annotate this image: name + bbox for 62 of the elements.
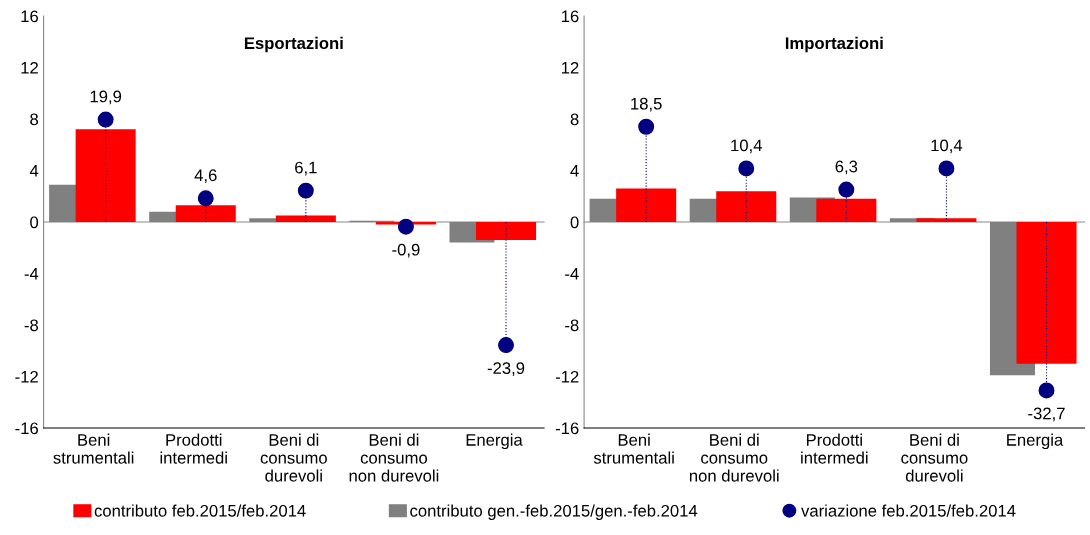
legend-label: variazione feb.2015/feb.2014: [801, 504, 1016, 517]
bar: [175, 205, 236, 223]
point: [498, 337, 515, 354]
bar: [75, 129, 136, 223]
y-tick-label: -4: [565, 268, 579, 280]
y-tick-label: -12: [15, 370, 38, 383]
x-tick-label: Prodotti intermedi: [801, 433, 868, 464]
y-tick-label: 16: [561, 10, 579, 23]
y-tick-label: 4: [570, 165, 579, 177]
data-label: 18,5: [631, 97, 662, 112]
x-tick-label: Energia: [1007, 433, 1064, 450]
text: Importazioni: [785, 36, 883, 53]
data-label: 6,3: [835, 160, 858, 175]
bar: [616, 188, 677, 223]
legend-label: contributo feb.2015/feb.2014: [94, 504, 306, 517]
y-tick-label: -16: [555, 422, 579, 435]
bar: [816, 198, 877, 223]
y-tick-label: -12: [555, 370, 579, 383]
x-tick-label: Beni strumentali: [53, 433, 134, 464]
y-tick-label: 4: [29, 165, 39, 177]
y-tick-label: -16: [15, 422, 39, 435]
point: [397, 218, 414, 235]
point: [297, 182, 314, 199]
point: [1038, 382, 1055, 399]
y-tick-label: 8: [30, 113, 39, 126]
point: [97, 111, 114, 128]
y-tick-label: 0: [30, 216, 39, 229]
point: [938, 160, 955, 177]
data-label: 6,1: [295, 161, 317, 176]
x-tick-label: Beni strumentali: [593, 433, 674, 464]
y-tick-label: 16: [21, 10, 39, 23]
y-tick-label: 0: [570, 216, 579, 229]
point: [197, 190, 214, 207]
x-tick-label: Beni di consumo durevoli: [901, 433, 968, 482]
data-label: -0,9: [392, 243, 420, 258]
point: [738, 160, 755, 177]
point: [838, 181, 855, 198]
y-tick-label: 12: [21, 61, 38, 74]
bar: [716, 191, 777, 223]
legend-label: contributo gen.-feb.2015/gen.-feb.2014: [410, 504, 698, 520]
point: [638, 118, 655, 135]
bar: [475, 222, 537, 241]
y-tick-label: 12: [561, 61, 579, 74]
bar: [916, 218, 977, 223]
x-tick-label: Beni di consumo durevoli: [260, 433, 327, 482]
y-tick-label: -8: [565, 319, 579, 332]
data-label: 10,4: [731, 139, 762, 154]
x-tick-label: Beni di consumo non durevoli: [349, 433, 439, 482]
x-tick-label: Beni di consumo non durevoli: [689, 433, 779, 482]
y-tick-label: 8: [570, 113, 579, 126]
x-tick-label: Energia: [466, 433, 523, 450]
bar: [275, 215, 336, 223]
x-tick-label: Prodotti intermedi: [160, 433, 227, 464]
bar: [1016, 222, 1077, 364]
y-tick-label: -8: [24, 319, 39, 332]
data-label: 4,6: [194, 169, 217, 184]
text: Esportazioni: [244, 36, 343, 53]
data-label: -23,9: [487, 362, 525, 376]
y-tick-label: -4: [24, 268, 39, 280]
data-label: 10,4: [931, 139, 963, 154]
data-label: 19,9: [90, 90, 122, 105]
data-label: -32,7: [1028, 407, 1065, 422]
